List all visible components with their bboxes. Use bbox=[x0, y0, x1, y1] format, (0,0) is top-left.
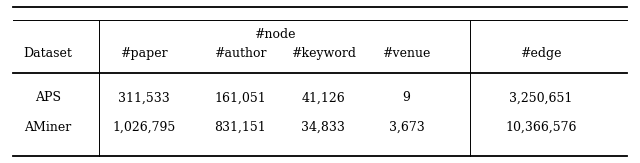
Text: AMiner: AMiner bbox=[24, 121, 72, 134]
Text: Dataset: Dataset bbox=[24, 47, 72, 60]
Text: 34,833: 34,833 bbox=[301, 121, 345, 134]
Text: #keyword: #keyword bbox=[291, 47, 356, 60]
Text: 9: 9 bbox=[403, 91, 410, 104]
Text: #paper: #paper bbox=[120, 47, 168, 60]
Text: #edge: #edge bbox=[520, 47, 561, 60]
Text: #author: #author bbox=[214, 47, 266, 60]
Text: 1,026,795: 1,026,795 bbox=[113, 121, 175, 134]
Text: #node: #node bbox=[255, 28, 296, 41]
Text: 10,366,576: 10,366,576 bbox=[505, 121, 577, 134]
Text: 41,126: 41,126 bbox=[301, 91, 345, 104]
Text: APS: APS bbox=[35, 91, 61, 104]
Text: 161,051: 161,051 bbox=[214, 91, 266, 104]
Text: 311,533: 311,533 bbox=[118, 91, 170, 104]
Text: #venue: #venue bbox=[382, 47, 431, 60]
Text: 831,151: 831,151 bbox=[214, 121, 266, 134]
Text: 3,250,651: 3,250,651 bbox=[509, 91, 573, 104]
Text: 3,673: 3,673 bbox=[388, 121, 424, 134]
